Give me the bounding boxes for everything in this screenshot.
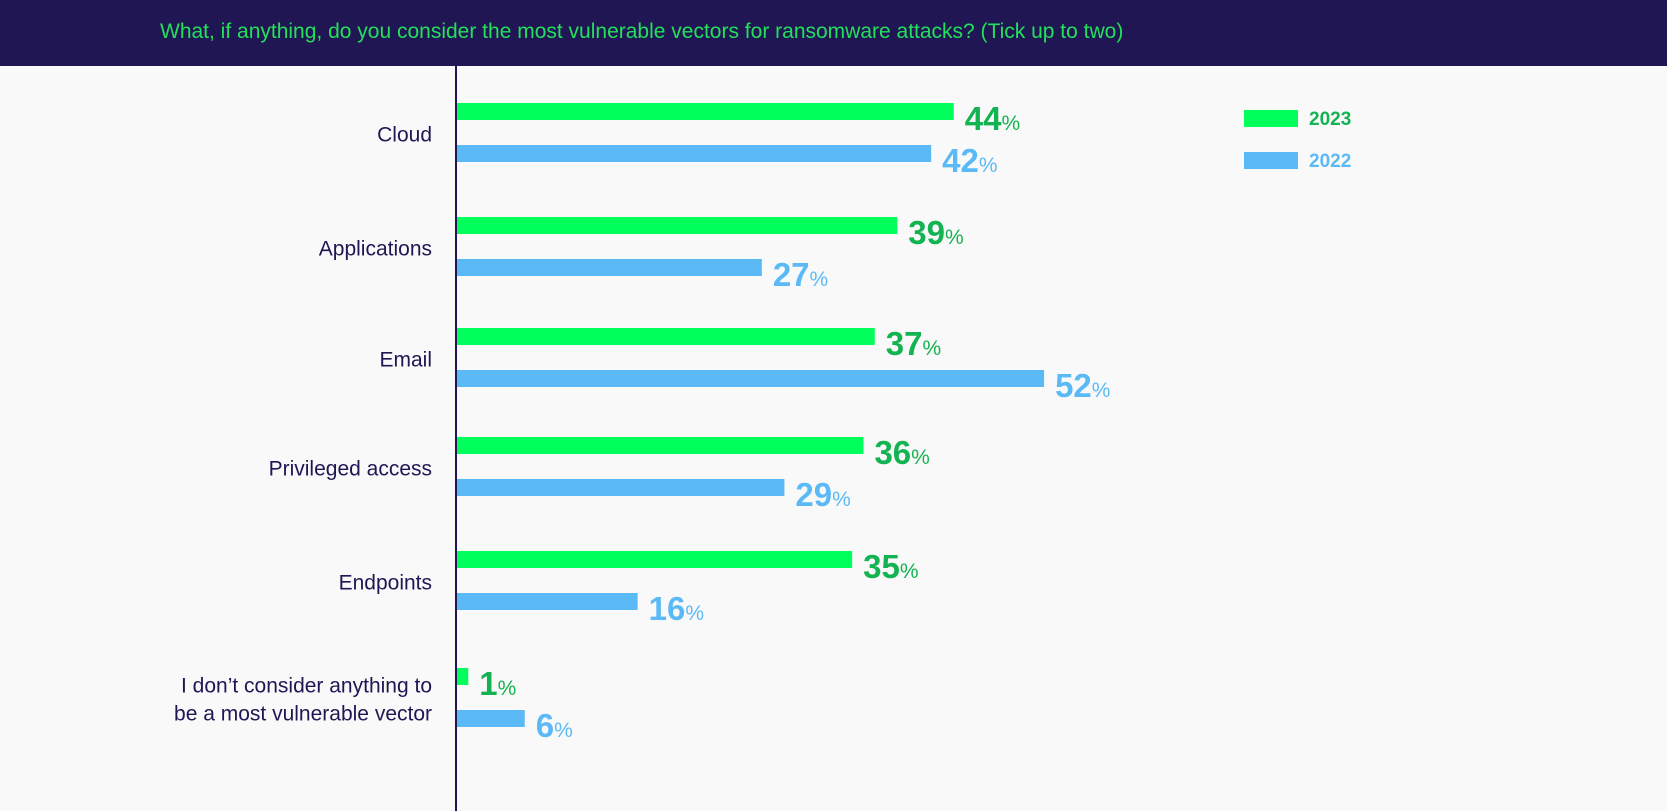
data-label: 27% (773, 256, 828, 293)
bar-2023-5 (457, 668, 469, 685)
data-label: 52% (1055, 367, 1110, 404)
bar-2023-3 (457, 437, 864, 454)
data-label: 29% (795, 476, 850, 513)
category-label: Cloud (377, 124, 432, 147)
bar-2022-5 (457, 710, 525, 727)
title-banner: What, if anything, do you consider the m… (0, 0, 1667, 66)
data-label: 39% (908, 214, 963, 251)
data-label: 16% (649, 590, 704, 627)
data-label: 6% (536, 707, 573, 744)
category-label: Email (379, 349, 432, 372)
bar-2023-1 (457, 217, 898, 234)
legend-label-2023: 2023 (1309, 109, 1351, 130)
data-label: 1% (479, 665, 516, 702)
data-label: 37% (886, 325, 941, 362)
chart-title: What, if anything, do you consider the m… (160, 20, 1124, 43)
category-label: Privileged access (269, 458, 432, 481)
bar-2022-0 (457, 145, 932, 162)
bar-2022-3 (457, 479, 785, 496)
bar-2022-2 (457, 370, 1045, 387)
bar-2023-2 (457, 328, 875, 345)
bar-2022-1 (457, 259, 762, 276)
legend-swatch-2022 (1244, 152, 1298, 169)
bar-2022-4 (457, 593, 638, 610)
bar-2023-0 (457, 103, 954, 120)
legend-label-2022: 2022 (1309, 151, 1351, 172)
category-label: I don’t consider anything to be a most vu… (174, 675, 432, 726)
data-label: 44% (965, 100, 1020, 137)
category-label: Applications (319, 238, 432, 261)
category-label: Endpoints (339, 572, 432, 595)
data-label: 36% (874, 434, 929, 471)
legend-swatch-2023 (1244, 110, 1298, 127)
data-label: 42% (942, 142, 997, 179)
bar-2023-4 (457, 551, 853, 568)
data-label: 35% (863, 548, 918, 585)
